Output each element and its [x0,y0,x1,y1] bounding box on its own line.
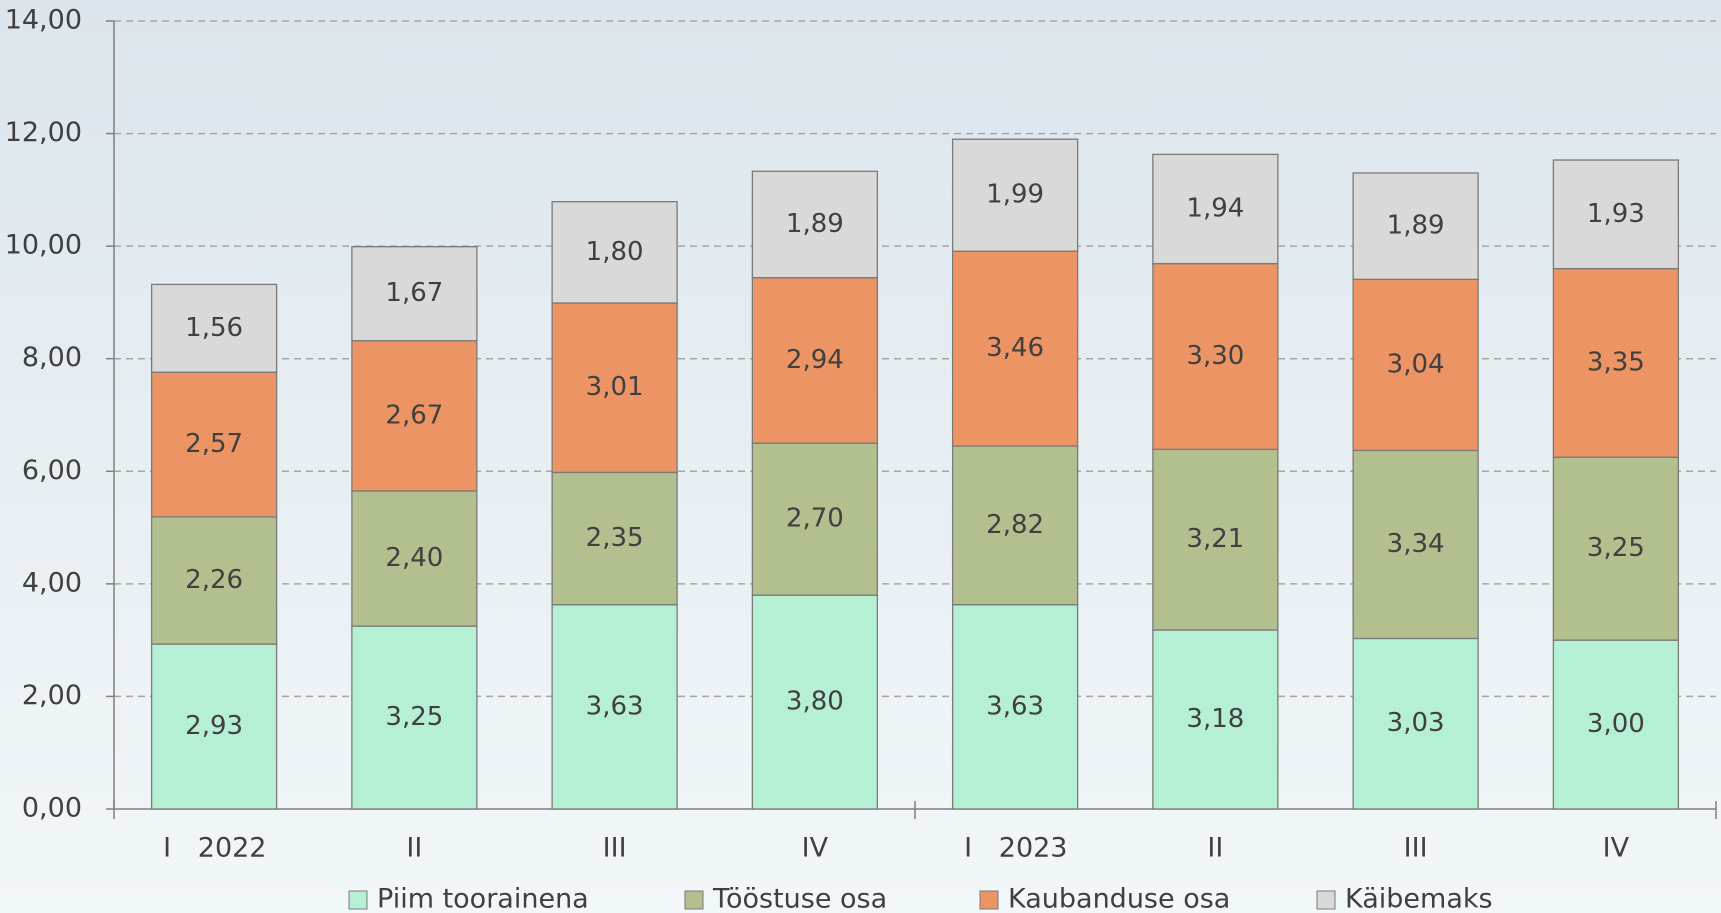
bar-segment [1352,637,1479,810]
legend-label: Kaubanduse osa [1008,884,1230,913]
data-label: 1,67 [385,278,443,308]
data-label: 2,57 [185,429,243,459]
bar-segment [150,516,278,645]
data-label: 1,89 [786,209,844,239]
bar-segment [951,138,1079,252]
data-label: 3,18 [1186,704,1244,734]
legend-label: Piim toorainena [377,884,589,913]
data-label: 2,70 [786,504,844,534]
bar-segment [150,371,278,518]
legend-label: Käibemaks [1345,884,1493,913]
x-tick-label: I [163,833,171,864]
legend-swatch [1316,890,1336,910]
y-tick-label: 2,00 [22,680,82,711]
bar-segment [1552,268,1680,458]
data-label: 1,80 [586,237,644,267]
data-label: 1,94 [1186,193,1244,223]
data-label: 2,93 [185,711,243,741]
bar-segment [1352,172,1479,281]
data-label: 3,46 [986,333,1044,363]
bar-segment [1152,153,1279,265]
x-tick-label: III [603,833,627,864]
bar-segment [951,445,1079,606]
bar-segment [1152,448,1279,631]
legend-label: Tööstuse osa [712,884,887,913]
data-label: 3,63 [586,691,644,721]
bar-segment [1552,159,1680,270]
x-tick-label: IV [802,833,829,864]
bar-segment [951,604,1079,810]
bar-segment [551,471,678,606]
data-label: 2,40 [385,543,443,573]
y-tick-label: 0,00 [22,793,82,824]
bar-segment [1352,449,1479,640]
data-label: 3,03 [1387,708,1445,738]
bar-segment [150,283,278,373]
data-label: 1,89 [1387,211,1445,241]
y-tick-label: 10,00 [5,230,82,261]
data-label: 2,26 [185,565,243,595]
data-label: 2,35 [586,523,644,553]
data-label: 3,00 [1587,709,1645,739]
bar-segment [751,170,879,279]
bar-segment [1552,639,1680,810]
bar-segment [1152,629,1279,810]
group-label: 2023 [999,833,1068,864]
data-label: 3,21 [1186,524,1244,554]
x-tick-label: I [964,833,972,864]
bar-segment [551,302,678,474]
data-label: 1,99 [986,180,1044,210]
legend-swatch [348,890,368,910]
legend-swatch [979,890,999,910]
data-label: 2,67 [385,400,443,430]
legend-swatch [684,890,704,910]
data-label: 3,04 [1387,349,1445,379]
data-label: 3,25 [1587,533,1645,563]
data-label: 3,34 [1387,529,1445,559]
bar-segment [751,442,879,596]
bar-segment [751,594,879,810]
y-tick-label: 14,00 [5,5,82,36]
bar-segment [551,201,678,304]
bar-segment [1152,262,1279,450]
data-label: 2,82 [986,510,1044,540]
y-tick-label: 4,00 [22,567,82,598]
data-label: 1,56 [185,313,243,343]
bar-segment [1352,278,1479,452]
bar-segment [351,340,478,492]
bar-segment [351,490,478,627]
group-label: 2022 [198,833,267,864]
x-tick-label: II [1207,833,1223,864]
y-tick-label: 6,00 [22,455,82,486]
x-tick-label: III [1404,833,1428,864]
data-label: 3,25 [385,702,443,732]
bar-segment [751,277,879,444]
x-tick-label: II [406,833,422,864]
data-label: 3,30 [1186,341,1244,371]
y-tick-label: 12,00 [5,117,82,148]
y-tick-label: 8,00 [22,342,82,373]
data-label: 3,35 [1587,347,1645,377]
data-label: 2,94 [786,345,844,375]
data-label: 3,63 [986,691,1044,721]
x-tick-label: IV [1603,833,1630,864]
data-label: 3,01 [586,372,644,402]
data-label: 1,93 [1587,199,1645,229]
data-label: 3,80 [786,687,844,717]
bar-segment [351,246,478,342]
bar-segment [150,643,278,810]
bar-segment [951,250,1079,447]
